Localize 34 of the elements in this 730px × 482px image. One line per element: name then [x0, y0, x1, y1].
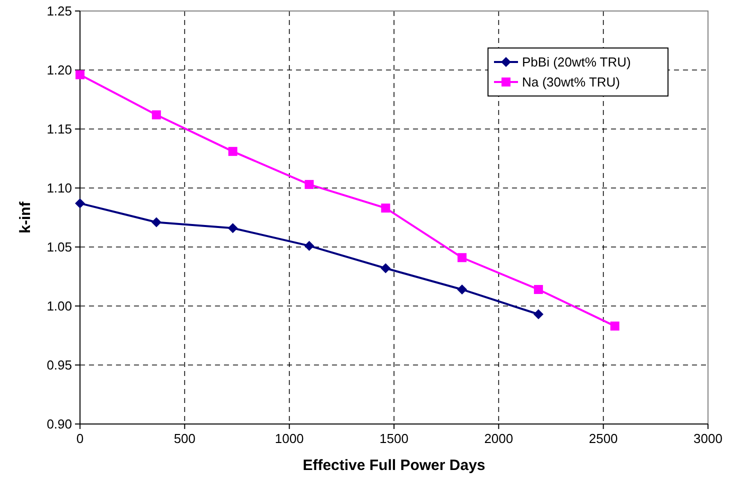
point [228, 223, 238, 234]
legend-label: Na (30wt% TRU) [522, 74, 620, 90]
point [304, 180, 314, 189]
y-tick-label: 1.10 [46, 180, 72, 196]
x-tick-label: 0 [76, 431, 84, 446]
point [76, 70, 84, 80]
y-axis-title: k-inf [17, 200, 34, 234]
point [75, 198, 85, 208]
x-tick-label: 3000 [694, 431, 722, 446]
point [457, 284, 468, 294]
point [381, 204, 390, 213]
point [152, 110, 161, 120]
point [304, 240, 314, 251]
y-tick-label: 0.90 [46, 416, 72, 432]
x-axis-title: Effective Full Power Days [302, 457, 486, 474]
y-tick-label: 1.15 [46, 122, 72, 136]
y-tick-label: 0.95 [46, 358, 72, 372]
y-tick-label: 1.20 [46, 62, 72, 78]
y-tick-label: 1.00 [46, 298, 72, 314]
point [533, 309, 544, 320]
point [534, 284, 543, 294]
legend-label: PbBi (20wt% TRU) [522, 54, 631, 70]
y-tick-label: 1.25 [46, 4, 72, 18]
x-tick-label: 1000 [274, 431, 304, 446]
x-tick-label: 500 [174, 431, 196, 446]
point [380, 263, 391, 274]
point [610, 322, 620, 331]
point [458, 253, 467, 262]
y-tick-label: 1.05 [46, 240, 72, 254]
x-tick-label: 2000 [484, 431, 514, 446]
point [228, 146, 238, 156]
point [151, 217, 162, 228]
x-tick-label: 2500 [588, 431, 618, 446]
x-tick-label: 1500 [380, 431, 408, 446]
